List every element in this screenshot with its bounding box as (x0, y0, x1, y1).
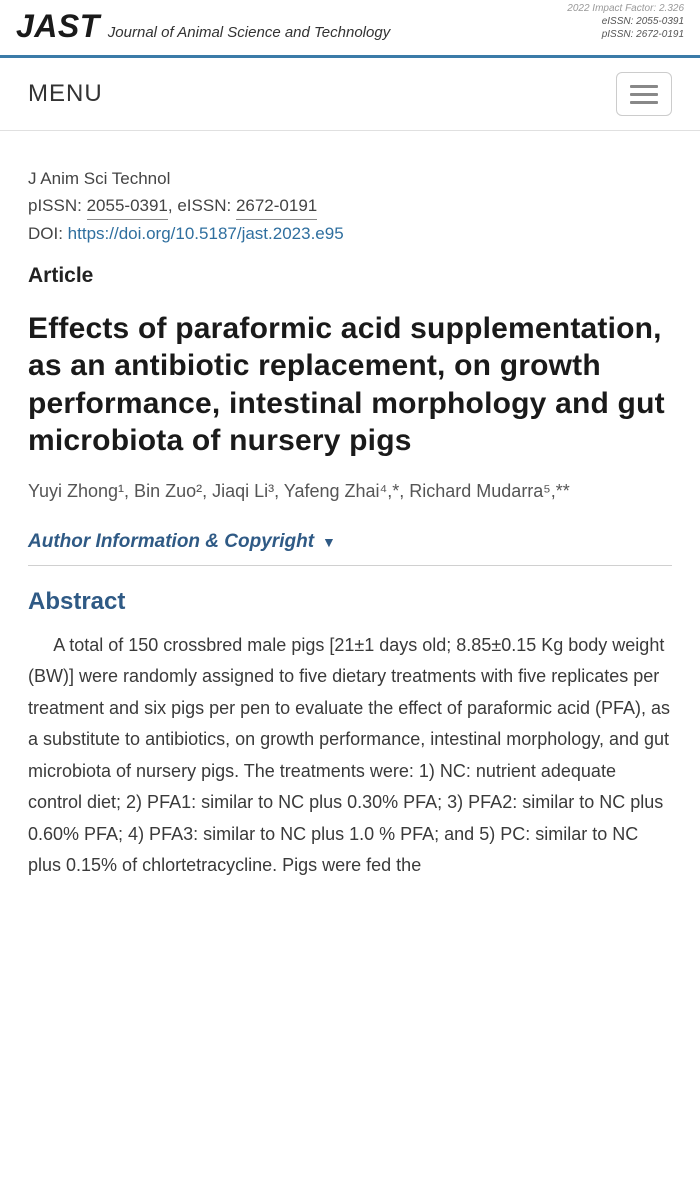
article-content: J Anim Sci Technol pISSN: 2055-0391, eIS… (0, 131, 700, 902)
journal-acronym: JAST (16, 8, 100, 45)
doi-link[interactable]: https://doi.org/10.5187/jast.2023.e95 (68, 224, 344, 243)
pissn-value: 2055-0391 (87, 192, 168, 220)
eissn-value: 2672-0191 (236, 192, 317, 220)
pissn-prefix: pISSN: (28, 196, 87, 215)
doi-line: DOI: https://doi.org/10.5187/jast.2023.e… (28, 220, 672, 247)
journal-abbrev: J Anim Sci Technol (28, 165, 672, 192)
article-type: Article (28, 264, 672, 288)
author-list: Yuyi Zhong¹, Bin Zuo², Jiaqi Li³, Yafeng… (28, 478, 672, 505)
abstract-heading: Abstract (28, 588, 672, 616)
issn-line: pISSN: 2055-0391, eISSN: 2672-0191 (28, 192, 672, 220)
abstract-body: A total of 150 crossbred male pigs [21±1… (28, 630, 672, 882)
journal-fullname: Journal of Animal Science and Technology (108, 24, 390, 41)
menu-bar: MENU (0, 58, 700, 131)
article-title: Effects of paraformic acid supplementati… (28, 310, 672, 460)
author-info-toggle[interactable]: Author Information & Copyright ▼ (28, 531, 672, 566)
journal-header: 2022 Impact Factor: 2.326 eISSN: 2055-03… (0, 0, 700, 58)
chevron-down-icon: ▼ (322, 534, 336, 550)
menu-label: MENU (28, 80, 103, 108)
hamburger-icon (630, 85, 658, 88)
eissn-prefix: , eISSN: (168, 196, 236, 215)
author-info-label: Author Information & Copyright (28, 531, 314, 553)
header-pissn: pISSN: 2672-0191 (567, 28, 684, 41)
header-eissn: eISSN: 2055-0391 (567, 15, 684, 28)
hamburger-button[interactable] (616, 72, 672, 116)
doi-prefix: DOI: (28, 224, 68, 243)
impact-factor: 2022 Impact Factor: 2.326 (567, 2, 684, 15)
header-meta-right: 2022 Impact Factor: 2.326 eISSN: 2055-03… (567, 2, 684, 41)
